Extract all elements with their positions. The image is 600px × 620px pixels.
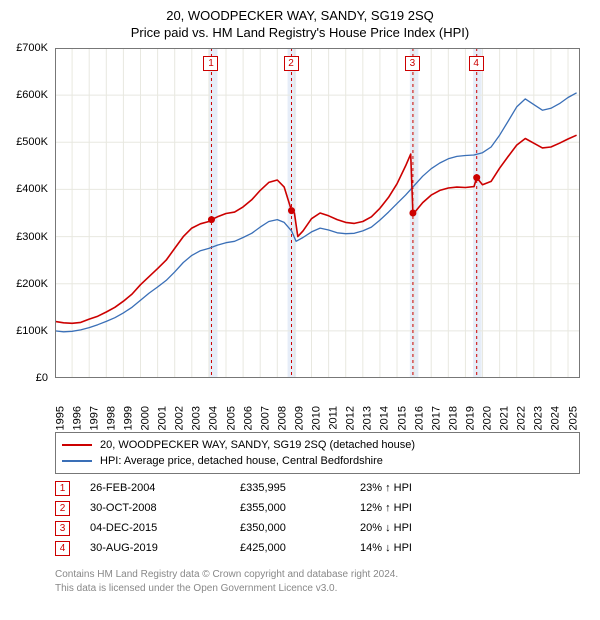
y-tick-label: £400K: [16, 183, 48, 195]
legend-label-hpi: HPI: Average price, detached house, Cent…: [100, 455, 383, 467]
legend-row-hpi: HPI: Average price, detached house, Cent…: [62, 453, 573, 469]
x-tick-label: 2013: [362, 406, 374, 430]
y-tick-label: £100K: [16, 325, 48, 337]
transaction-date: 30-OCT-2008: [90, 502, 240, 514]
x-tick-label: 2004: [208, 406, 220, 430]
x-tick-label: 2005: [225, 406, 237, 430]
transaction-delta: 14% ↓ HPI: [360, 542, 480, 554]
x-tick-label: 2023: [533, 406, 545, 430]
x-tick-label: 2000: [140, 406, 152, 430]
transaction-row: 4 30-AUG-2019£425,00014% ↓ HPI: [55, 538, 580, 558]
chart-svg: [55, 48, 580, 378]
transaction-price: £355,000: [240, 502, 360, 514]
legend: 20, WOODPECKER WAY, SANDY, SG19 2SQ (det…: [55, 432, 580, 474]
chart-plot-area: 1 2 3 4: [55, 48, 580, 378]
chart-marker-badge: 3: [405, 56, 420, 71]
transaction-badge: 4: [55, 541, 70, 556]
transaction-badge: 1: [55, 481, 70, 496]
legend-row-property: 20, WOODPECKER WAY, SANDY, SG19 2SQ (det…: [62, 437, 573, 453]
x-tick-label: 2017: [430, 406, 442, 430]
transaction-row: 2 30-OCT-2008£355,00012% ↑ HPI: [55, 498, 580, 518]
title-subtitle: Price paid vs. HM Land Registry's House …: [0, 23, 600, 44]
transaction-price: £425,000: [240, 542, 360, 554]
x-tick-label: 2008: [276, 406, 288, 430]
x-tick-label: 2025: [567, 406, 579, 430]
title-address: 20, WOODPECKER WAY, SANDY, SG19 2SQ: [0, 0, 600, 23]
transaction-delta: 23% ↑ HPI: [360, 482, 480, 494]
y-tick-label: £700K: [16, 42, 48, 54]
transaction-price: £335,995: [240, 482, 360, 494]
x-tick-label: 1998: [105, 406, 117, 430]
x-tick-label: 2015: [396, 406, 408, 430]
legend-label-property: 20, WOODPECKER WAY, SANDY, SG19 2SQ (det…: [100, 439, 415, 451]
x-tick-label: 1995: [54, 406, 66, 430]
x-tick-label: 2006: [242, 406, 254, 430]
x-tick-label: 2014: [379, 406, 391, 430]
transaction-row: 1 26-FEB-2004£335,99523% ↑ HPI: [55, 478, 580, 498]
y-tick-label: £300K: [16, 231, 48, 243]
x-tick-label: 2011: [328, 406, 340, 430]
y-tick-label: £200K: [16, 278, 48, 290]
transaction-date: 04-DEC-2015: [90, 522, 240, 534]
chart-container: 20, WOODPECKER WAY, SANDY, SG19 2SQ Pric…: [0, 0, 600, 620]
transaction-price: £350,000: [240, 522, 360, 534]
transactions-table: 1 26-FEB-2004£335,99523% ↑ HPI 2 30-OCT-200…: [55, 478, 580, 558]
y-axis-labels: £0£100K£200K£300K£400K£500K£600K£700K: [0, 48, 52, 378]
transaction-date: 26-FEB-2004: [90, 482, 240, 494]
footer-attribution: Contains HM Land Registry data © Crown c…: [55, 568, 595, 595]
x-tick-label: 2021: [499, 406, 511, 430]
x-tick-label: 2020: [482, 406, 494, 430]
x-tick-label: 2007: [259, 406, 271, 430]
transaction-badge: 3: [55, 521, 70, 536]
x-tick-label: 2012: [345, 406, 357, 430]
legend-swatch-property: [62, 444, 92, 446]
x-tick-label: 2003: [191, 406, 203, 430]
x-tick-label: 2002: [174, 406, 186, 430]
transaction-badge: 2: [55, 501, 70, 516]
x-tick-label: 1997: [88, 406, 100, 430]
footer-line2: This data is licensed under the Open Gov…: [55, 582, 595, 596]
chart-marker-badge: 1: [203, 56, 218, 71]
x-tick-label: 2022: [516, 406, 528, 430]
y-tick-label: £600K: [16, 89, 48, 101]
x-tick-label: 2001: [157, 406, 169, 430]
x-tick-label: 2024: [550, 406, 562, 430]
transaction-delta: 20% ↓ HPI: [360, 522, 480, 534]
y-tick-label: £0: [36, 372, 48, 384]
transaction-row: 3 04-DEC-2015£350,00020% ↓ HPI: [55, 518, 580, 538]
legend-swatch-hpi: [62, 460, 92, 462]
x-tick-label: 2010: [311, 406, 323, 430]
transaction-delta: 12% ↑ HPI: [360, 502, 480, 514]
y-tick-label: £500K: [16, 136, 48, 148]
transaction-date: 30-AUG-2019: [90, 542, 240, 554]
chart-marker-badge: 4: [469, 56, 484, 71]
x-tick-label: 2016: [413, 406, 425, 430]
x-tick-label: 2009: [293, 406, 305, 430]
x-tick-label: 2018: [447, 406, 459, 430]
x-tick-label: 2019: [464, 406, 476, 430]
chart-marker-badge: 2: [284, 56, 299, 71]
x-tick-label: 1996: [71, 406, 83, 430]
x-tick-label: 1999: [122, 406, 134, 430]
x-axis-labels: 1995 1996 1997 1998 1999 2000 2001 2002 2003 2004…: [55, 380, 580, 430]
footer-line1: Contains HM Land Registry data © Crown c…: [55, 568, 595, 582]
